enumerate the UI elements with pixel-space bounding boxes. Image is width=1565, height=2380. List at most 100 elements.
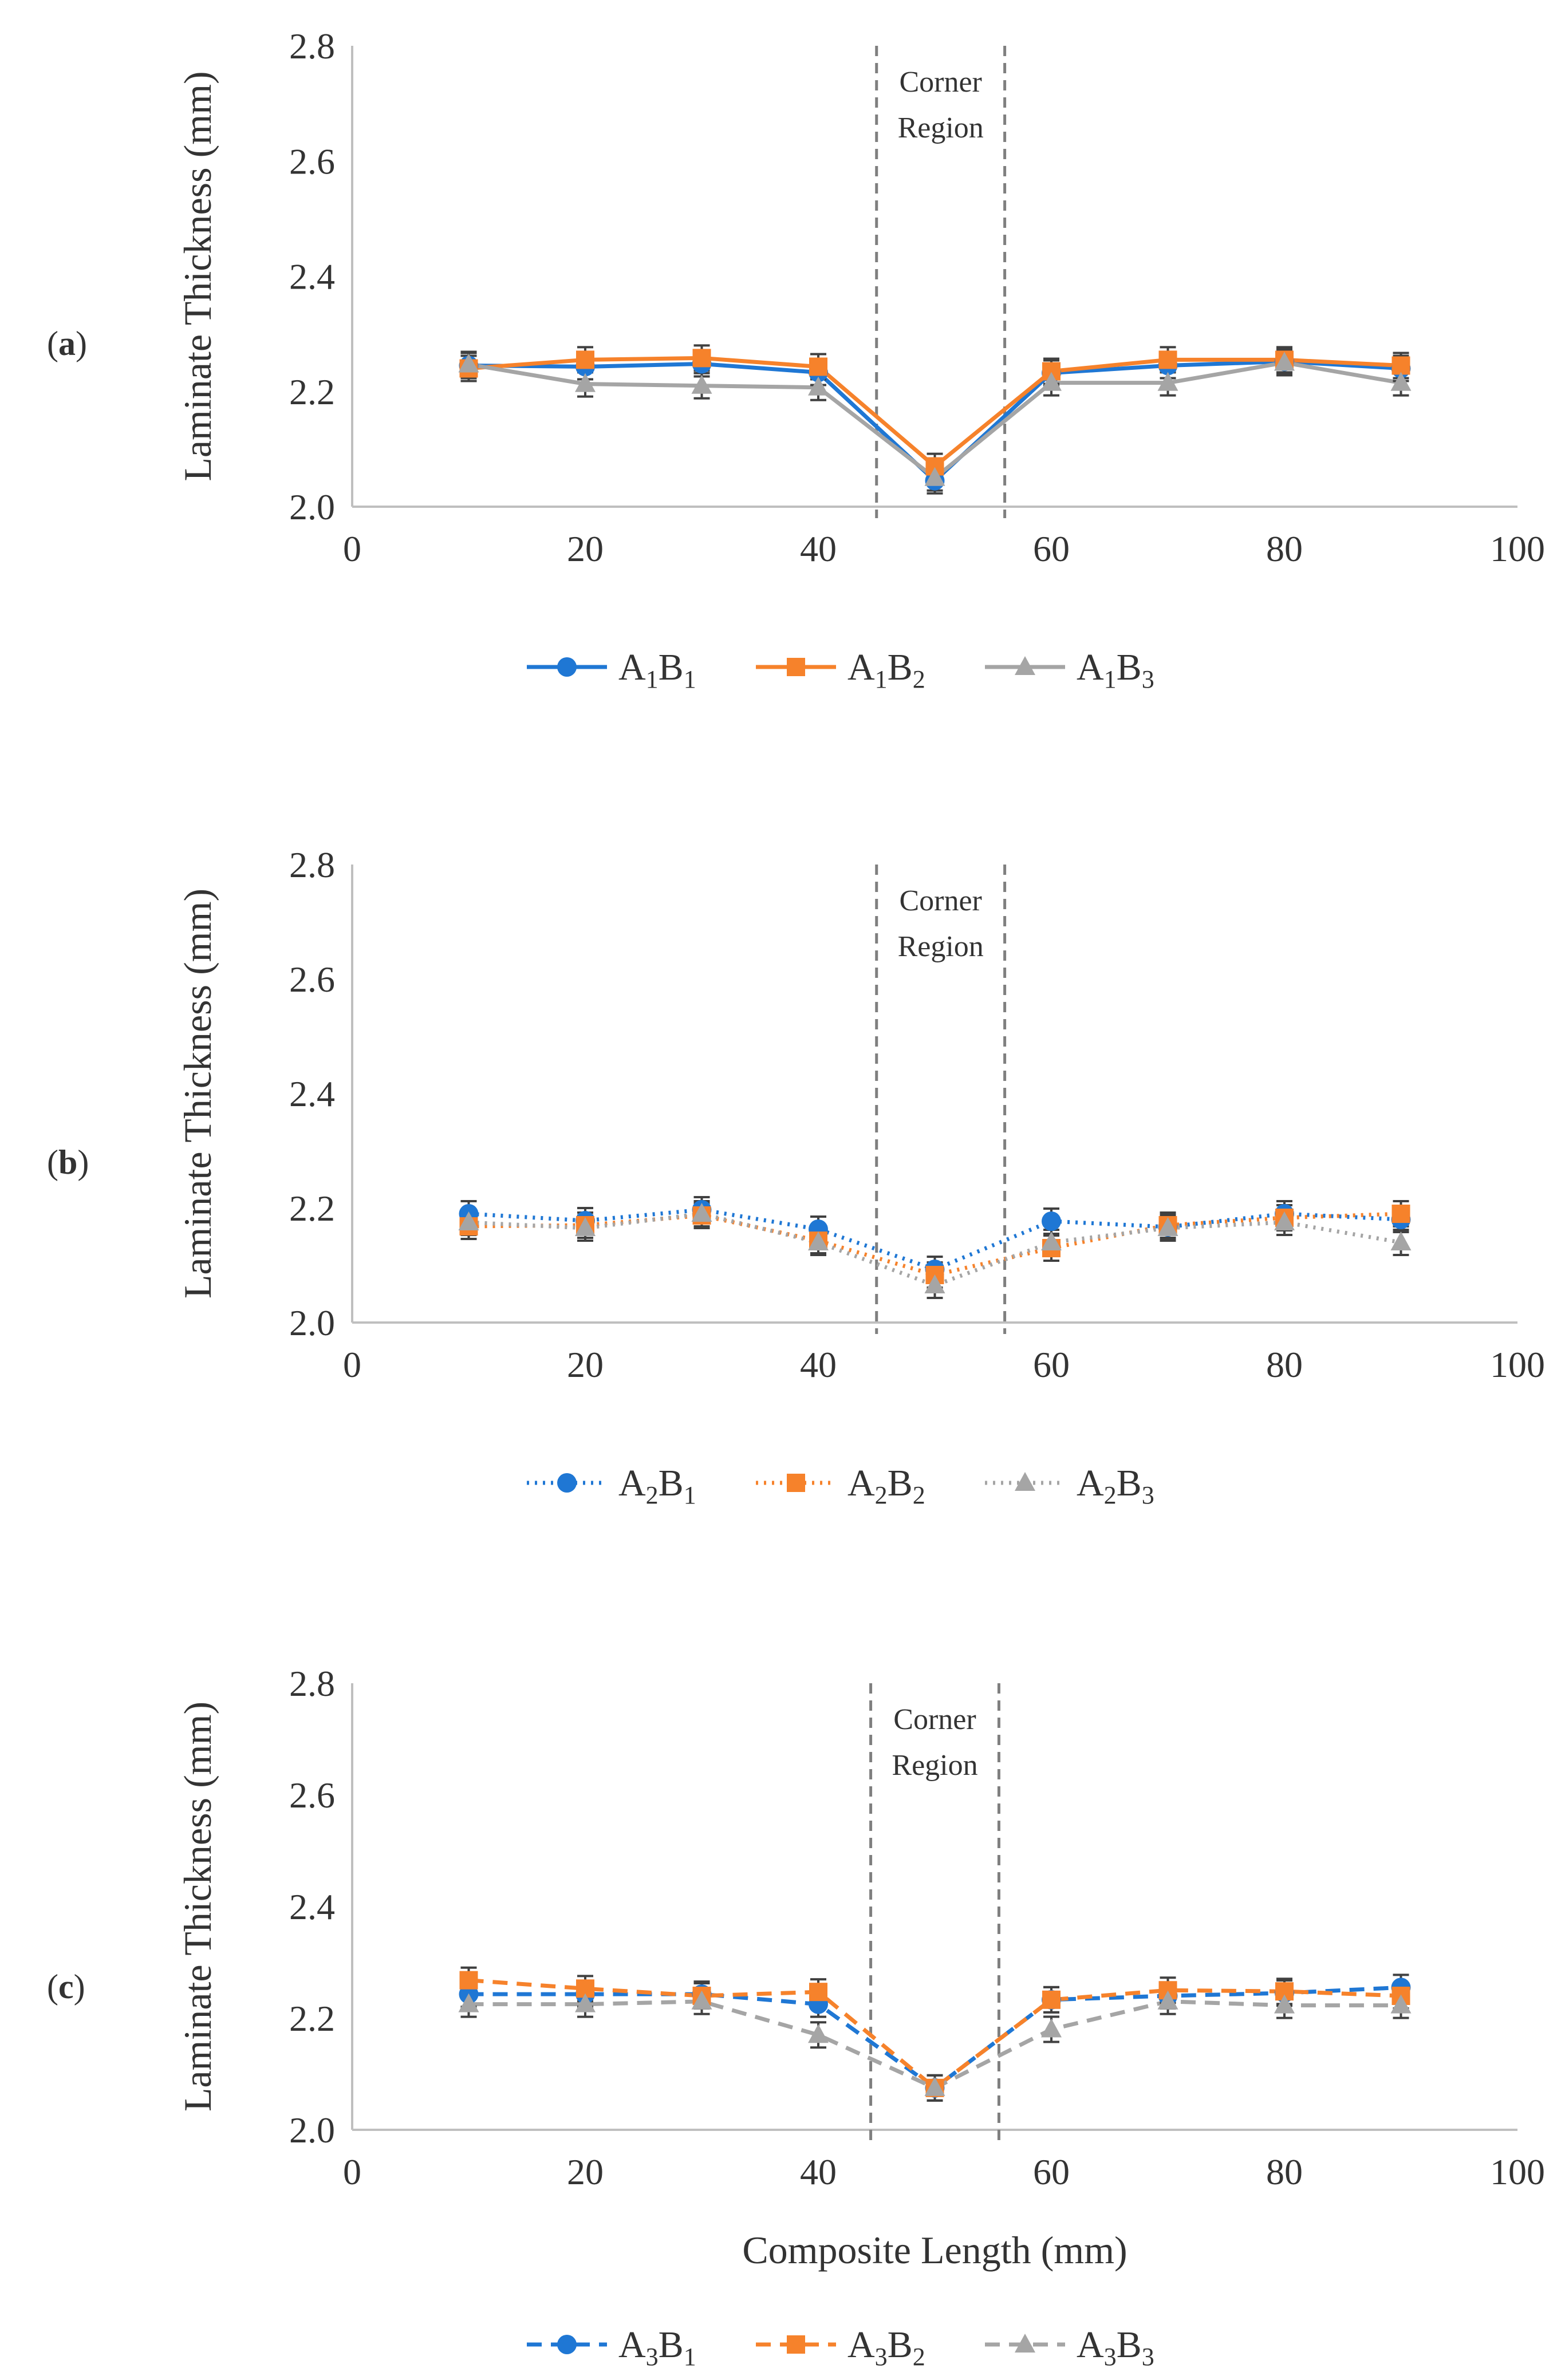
data-point-A3B3	[1274, 1994, 1295, 2014]
legend-swatch-marker	[1015, 1472, 1035, 1491]
panel-label: (c)	[47, 1968, 85, 2006]
y-tick-label: 2.4	[289, 256, 335, 297]
data-point-A3B2	[459, 1971, 478, 1990]
data-point-A1B2	[809, 357, 827, 376]
panel-label: (a)	[47, 325, 87, 362]
data-point-A1B3	[1390, 372, 1412, 391]
data-point-A2B3	[691, 1203, 712, 1222]
x-tick-label: 60	[1033, 1344, 1070, 1385]
x-tick-label: 80	[1266, 1344, 1303, 1385]
y-tick-label: 2.0	[289, 487, 335, 527]
legend-label: A3B2	[847, 2324, 925, 2371]
x-tick-label: 100	[1490, 1344, 1545, 1385]
legend-swatch-marker	[1015, 2334, 1035, 2353]
data-point-A3B3	[1390, 1994, 1412, 2014]
data-point-A1B3	[1157, 372, 1178, 391]
legend-swatch-marker	[557, 1473, 577, 1493]
x-tick-label: 0	[343, 528, 361, 569]
data-point-A3B3	[1157, 1990, 1178, 2010]
y-tick-label: 2.2	[289, 1188, 335, 1229]
data-point-A3B3	[575, 1993, 596, 2012]
x-tick-label: 20	[567, 528, 604, 569]
legend-item-A3B3: A3B3	[985, 2324, 1154, 2371]
x-axis-title: Composite Length (mm)	[742, 2228, 1127, 2272]
data-point-A3B2	[809, 1983, 827, 2002]
data-point-A1B3	[924, 467, 945, 486]
legend-item-A1B3: A1B3	[985, 646, 1154, 693]
legend-label: A2B1	[618, 1462, 696, 1509]
y-tick-label: 2.8	[289, 1663, 335, 1704]
data-point-A3B3	[458, 1993, 479, 2012]
y-tick-label: 2.6	[289, 141, 335, 181]
data-point-A2B3	[808, 1232, 829, 1250]
x-tick-label: 60	[1033, 528, 1070, 569]
x-tick-label: 40	[800, 2152, 837, 2192]
x-tick-label: 0	[343, 2152, 361, 2192]
legend-swatch-marker	[787, 2335, 805, 2354]
legend-swatch-marker	[787, 1474, 805, 1492]
data-point-A3B3	[924, 2077, 945, 2096]
legend-swatch-marker	[557, 657, 577, 677]
y-tick-label: 2.4	[289, 1073, 335, 1114]
y-tick-label: 2.8	[289, 844, 335, 885]
data-point-A3B3	[808, 2024, 829, 2043]
y-tick-label: 2.8	[289, 26, 335, 66]
data-point-A2B1	[1042, 1211, 1061, 1231]
data-point-A2B2	[1391, 1205, 1410, 1223]
legend-item-A1B1: A1B1	[527, 646, 696, 693]
y-tick-label: 2.4	[289, 1886, 335, 1927]
legend-swatch-marker	[787, 658, 805, 676]
corner-region-annotation: Corner Region	[892, 1703, 977, 1782]
series-line-A1B2	[468, 356, 1401, 469]
data-point-A1B2	[1158, 350, 1177, 369]
data-point-A2B3	[458, 1211, 479, 1230]
corner-region-annotation: Corner Region	[898, 66, 984, 144]
data-point-A1B3	[691, 374, 712, 394]
x-tick-label: 100	[1490, 2152, 1545, 2192]
corner-region-annotation: Corner Region	[898, 885, 984, 963]
x-tick-label: 60	[1033, 2152, 1070, 2192]
y-tick-label: 2.6	[289, 959, 335, 1000]
legend-item-A2B3: A2B3	[985, 1462, 1154, 1509]
data-point-A1B3	[575, 373, 596, 392]
series-line-A3B2	[468, 1978, 1401, 2090]
data-point-A2B3	[1041, 1232, 1062, 1250]
y-axis-title: Laminate Thickness (mm)	[176, 71, 219, 481]
chart-panel-a: 2.0 2.2 2.4 2.6 2.8 0 20 40 60 80 100 Laminate Thic…	[47, 26, 1545, 693]
y-tick-label: 2.2	[289, 1998, 335, 2039]
legend-item-A3B1: A3B1	[527, 2324, 696, 2371]
series-line-A3B1	[468, 1985, 1401, 2090]
legend-label: A3B1	[618, 2324, 696, 2371]
data-point-A2B3	[575, 1217, 596, 1236]
data-point-A1B3	[808, 376, 829, 396]
legend-label: A1B3	[1077, 646, 1154, 693]
data-point-A3B3	[691, 1990, 712, 2010]
legend-swatch-marker	[1015, 656, 1035, 675]
legend-item-A3B2: A3B2	[756, 2324, 925, 2371]
y-axis-title: Laminate Thickness (mm)	[176, 1702, 219, 2111]
data-point-A2B3	[1157, 1217, 1178, 1236]
legend-item-A2B1: A2B1	[527, 1462, 696, 1509]
x-tick-label: 0	[343, 1344, 361, 1385]
y-tick-label: 2.0	[289, 1303, 335, 1343]
x-tick-label: 100	[1490, 528, 1545, 569]
chart-panel-c: 2.0 2.2 2.4 2.6 2.8 0 20 40 60 80 100 Laminate Thic…	[47, 1663, 1545, 2371]
x-tick-label: 80	[1266, 528, 1303, 569]
legend-swatch-marker	[557, 2335, 577, 2354]
data-point-A2B3	[924, 1274, 945, 1293]
y-tick-label: 2.2	[289, 372, 335, 412]
y-tick-label: 2.0	[289, 2110, 335, 2150]
legend-label: A1B1	[618, 646, 696, 693]
x-tick-label: 20	[567, 2152, 604, 2192]
y-axis-title: Laminate Thickness (mm)	[176, 889, 219, 1298]
data-point-A1B2	[1391, 356, 1410, 375]
data-point-A2B3	[1274, 1211, 1295, 1230]
legend-item-A1B2: A1B2	[756, 646, 925, 693]
data-point-A1B3	[458, 353, 479, 373]
data-point-A2B3	[1390, 1232, 1412, 1250]
panel-label: (b)	[47, 1143, 89, 1181]
legend-label: A1B2	[847, 646, 925, 693]
data-point-A1B3	[1274, 352, 1295, 371]
data-point-A1B2	[576, 350, 594, 369]
